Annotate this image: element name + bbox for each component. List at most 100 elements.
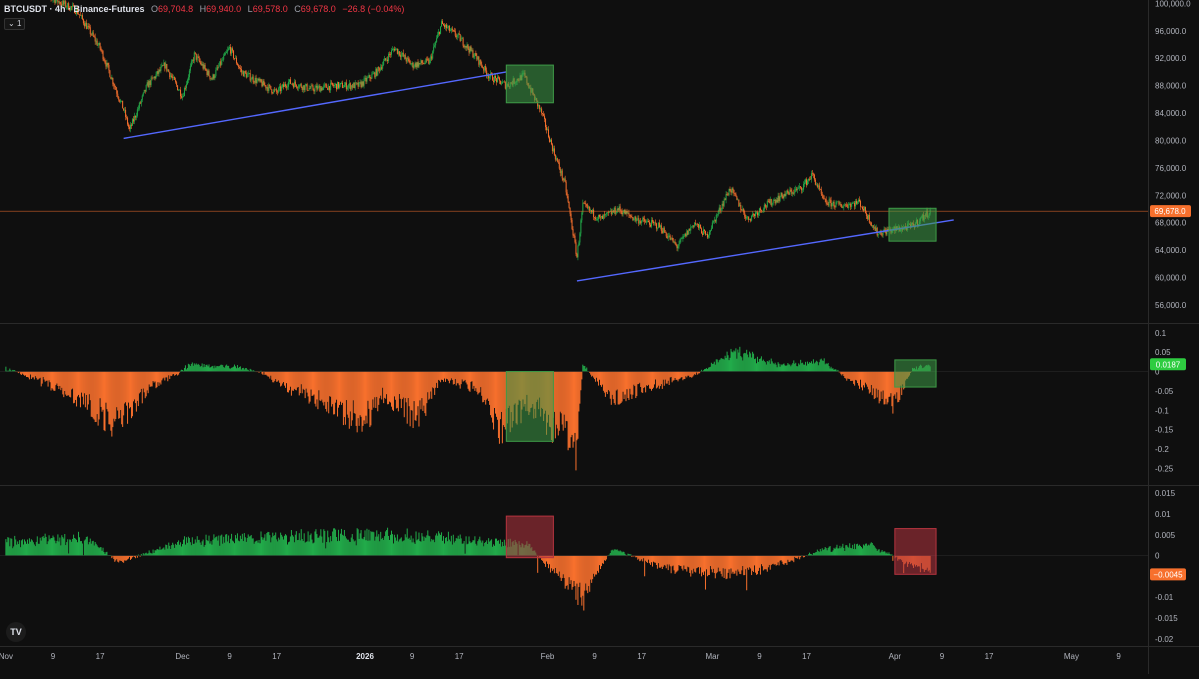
histogram-bar [566, 556, 567, 586]
histogram-bar [796, 366, 797, 371]
histogram-bar [352, 372, 353, 421]
histogram-bar [456, 538, 457, 556]
histogram-bar [118, 556, 119, 563]
histogram-bar [877, 551, 878, 556]
candle-body [472, 50, 473, 57]
histogram-bar [125, 372, 126, 403]
histogram-bar [158, 372, 159, 386]
candle-body [740, 205, 741, 210]
candle [161, 62, 162, 67]
histogram-bar [92, 372, 93, 417]
tradingview-logo-icon[interactable]: TV [6, 622, 26, 642]
histogram-bar [717, 359, 718, 371]
histogram-bar [774, 364, 775, 371]
candle [283, 82, 284, 90]
candle [433, 43, 434, 53]
candle [802, 188, 803, 193]
candle-body [210, 78, 211, 79]
histogram-bar [413, 538, 414, 555]
candle-body [309, 88, 310, 90]
histogram-bar [156, 372, 157, 389]
histogram-bar [428, 372, 429, 400]
candle-body [676, 243, 677, 245]
candle-body [336, 84, 337, 89]
candle-body [129, 127, 130, 129]
indicator-toggle-button[interactable]: ⌄ 1 [4, 18, 25, 30]
histogram-bar [210, 541, 211, 555]
histogram-bar [856, 544, 857, 555]
histogram-bar [246, 542, 247, 556]
histogram-bar [873, 372, 874, 389]
candle-body [649, 222, 650, 225]
candle [636, 218, 637, 224]
candle-body [789, 190, 790, 195]
histogram-bar [457, 539, 458, 556]
candle-body [470, 47, 471, 51]
histogram-bar [701, 556, 702, 577]
candle-body [839, 204, 840, 205]
candle-body [733, 190, 734, 193]
histogram-bar [561, 372, 562, 414]
histogram-bar [458, 372, 459, 384]
histogram-bar [336, 537, 337, 556]
candle [572, 218, 573, 230]
candle-body [479, 60, 480, 65]
histogram-bar [597, 372, 598, 382]
histogram-bar [775, 556, 776, 565]
histogram-bar [789, 365, 790, 372]
histogram-bar [501, 547, 502, 556]
histogram-bar [168, 543, 169, 556]
candle [378, 66, 379, 71]
histogram-bar [293, 372, 294, 391]
candle-body [838, 202, 839, 205]
candle [306, 84, 307, 87]
candle-body [313, 86, 314, 90]
histogram-bar [665, 372, 666, 380]
histogram-bar [605, 556, 606, 561]
histogram-bar [590, 372, 591, 375]
histogram-bar [790, 556, 791, 561]
histogram-bar [153, 550, 154, 556]
candle-body [751, 216, 752, 221]
histogram-bar [350, 542, 351, 556]
histogram-bar [445, 538, 446, 556]
histogram-bar [709, 556, 710, 575]
histogram-bar [178, 372, 179, 375]
histogram-bar [275, 532, 276, 555]
histogram-bar [775, 363, 776, 372]
histogram-bar [169, 546, 170, 556]
histogram-bar [244, 533, 245, 555]
candle-body [82, 15, 83, 19]
histogram-bar [623, 552, 624, 556]
histogram-bar [835, 370, 836, 372]
histogram-bar [292, 372, 293, 391]
histogram-bar [707, 369, 708, 372]
candle-body [130, 125, 131, 129]
histogram-bar [758, 362, 759, 372]
histogram-bar [881, 372, 882, 392]
candle [687, 230, 688, 235]
candle [292, 83, 293, 86]
candle [131, 123, 132, 129]
y-tick-label: 0.015 [1155, 489, 1176, 498]
candle-body [684, 234, 685, 236]
candle [244, 71, 245, 78]
histogram-bar [245, 537, 246, 555]
candle [738, 199, 739, 207]
symbol-title[interactable]: BTCUSDT · 4h · Binance-Futures [4, 4, 145, 14]
candle-body [677, 245, 678, 248]
candle-body [692, 225, 693, 226]
histogram-bar [109, 372, 110, 425]
x-tick-label: Nov [0, 652, 13, 661]
histogram-bar [638, 372, 639, 384]
candle-body [574, 235, 575, 236]
histogram-bar [238, 541, 239, 556]
histogram-bar [682, 372, 683, 381]
candle [665, 230, 666, 233]
histogram-bar [579, 556, 580, 583]
candle [342, 81, 343, 89]
candle [105, 60, 106, 69]
histogram-bar [593, 372, 594, 378]
histogram-bar [444, 544, 445, 556]
